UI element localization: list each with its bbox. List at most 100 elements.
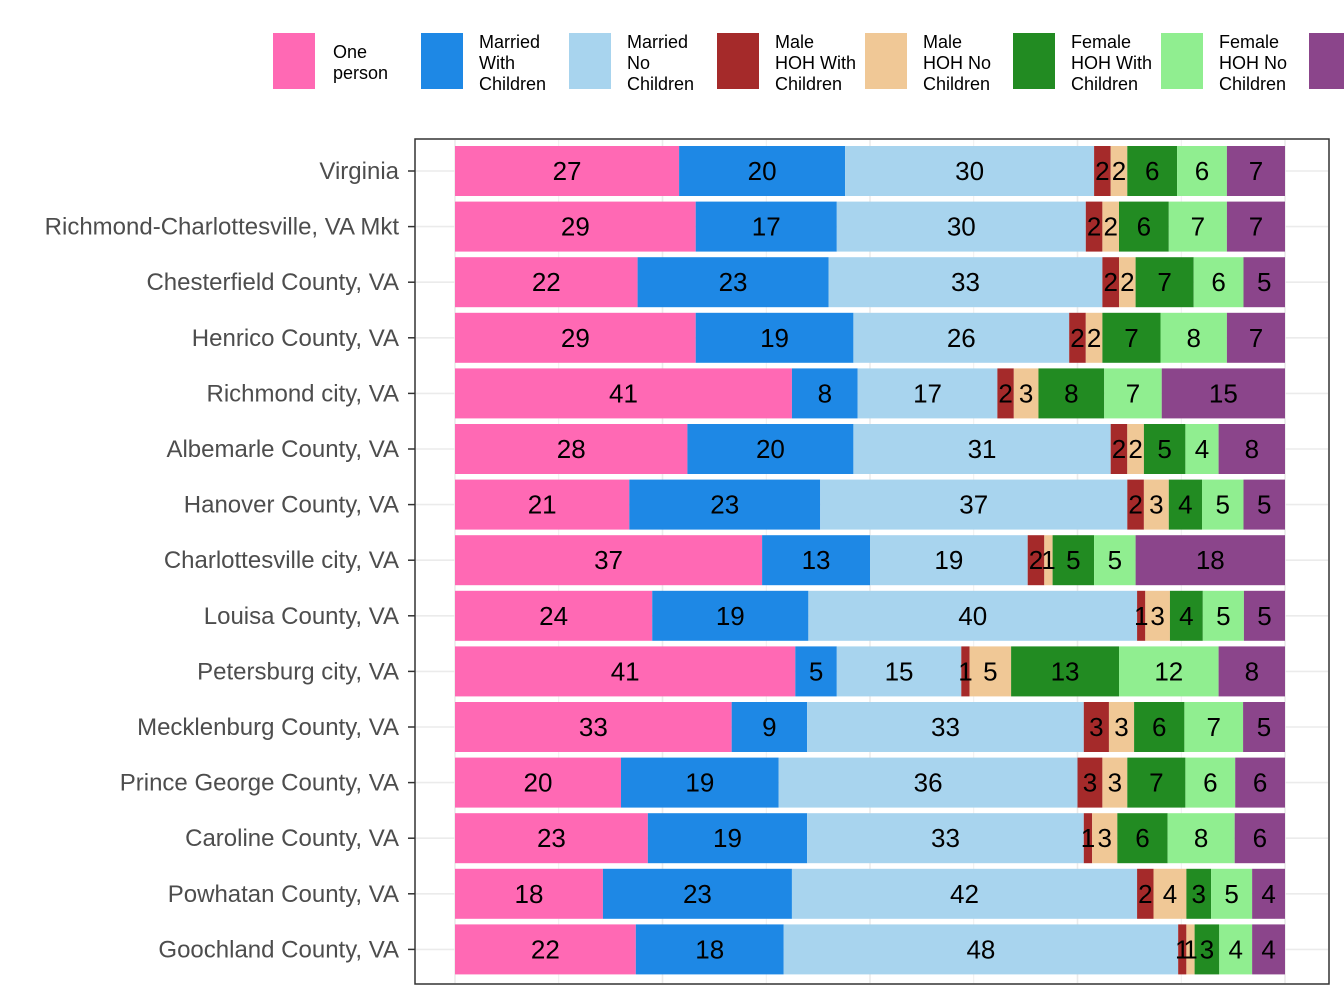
value-label: 18	[514, 879, 543, 909]
value-label: 37	[594, 545, 623, 575]
bar-segment-female-hoh-no-children	[1185, 757, 1236, 808]
value-label: 33	[931, 823, 960, 853]
value-label: 5	[1066, 545, 1080, 575]
value-label: 7	[1157, 267, 1171, 297]
bar-segment-female-hoh-with-children	[1011, 646, 1119, 697]
value-label: 6	[1145, 156, 1159, 186]
value-label: 8	[1186, 323, 1200, 353]
value-label: 4	[1261, 934, 1275, 964]
bar-segment-other	[1226, 312, 1285, 363]
value-label: 8	[1194, 823, 1208, 853]
value-label: 8	[1245, 434, 1259, 464]
value-label: 4	[1178, 490, 1192, 520]
value-label: 23	[710, 490, 739, 520]
bar-segment-married-no-children	[807, 702, 1084, 752]
bar-segment-one-person	[455, 646, 796, 697]
legend-key-married-no-children	[569, 33, 611, 89]
value-label: 3	[1089, 712, 1103, 742]
bar-segment-other	[1235, 757, 1285, 808]
value-label: 19	[934, 545, 963, 575]
bar-segment-female-hoh-with-children	[1168, 479, 1202, 530]
legend-key-female-hoh-with-children	[1013, 33, 1055, 89]
value-label: 27	[553, 156, 582, 186]
value-label: 23	[719, 267, 748, 297]
legend-key-married-with-children	[421, 33, 463, 89]
value-label: 2	[1120, 267, 1134, 297]
value-label: 19	[685, 768, 714, 798]
bar-segment-married-no-children	[808, 590, 1138, 641]
bar-segment-other	[1218, 424, 1285, 474]
value-label: 29	[561, 323, 590, 353]
value-label: 6	[1203, 768, 1217, 798]
bar-segment-married-with-children	[791, 368, 858, 419]
value-label: 7	[1149, 768, 1163, 798]
value-label: 22	[532, 267, 561, 297]
bar-segment-one-person	[455, 535, 763, 586]
value-label: 15	[885, 656, 914, 686]
bar-segment-other	[1243, 257, 1285, 308]
bar-segment-male-hoh-no-children	[1127, 424, 1144, 474]
value-label: 2	[1112, 434, 1126, 464]
y-tick-label: Mecklenburg County, VA	[137, 714, 399, 741]
bar-segment-male-hoh-no-children	[1119, 257, 1136, 308]
bar-segment-female-hoh-no-children	[1185, 424, 1219, 474]
value-label: 5	[1257, 490, 1271, 520]
bar-segment-married-with-children	[647, 813, 808, 864]
value-label: 5	[1257, 712, 1271, 742]
bar-segment-male-hoh-no-children	[1102, 201, 1119, 252]
value-label: 13	[802, 545, 831, 575]
bar-segment-male-hoh-with-children	[1077, 757, 1103, 808]
y-tick-label: Caroline County, VA	[185, 825, 399, 852]
value-label: 40	[958, 601, 987, 631]
value-label: 6	[1135, 823, 1149, 853]
value-label: 1	[1183, 934, 1197, 964]
y-tick-label: Charlottesville city, VA	[164, 547, 399, 574]
bar-segment-female-hoh-with-children	[1134, 702, 1185, 752]
bar-segment-married-with-children	[687, 424, 854, 474]
bar-segment-female-hoh-no-children	[1119, 646, 1219, 697]
bar-segment-female-hoh-with-children	[1127, 146, 1178, 196]
bar-segment-other	[1252, 868, 1285, 919]
value-label: 19	[713, 823, 742, 853]
bar-segment-married-with-children	[695, 201, 837, 252]
value-label: 17	[913, 378, 942, 408]
legend-label: Married With Children	[479, 32, 546, 94]
bar-segment-female-hoh-no-children	[1184, 702, 1244, 752]
bar-segment-married-no-children	[857, 368, 998, 419]
value-label: 2	[1087, 323, 1101, 353]
bar-segment-one-person	[455, 702, 732, 752]
value-label: 17	[752, 212, 781, 242]
bar-segment-male-hoh-with-children	[1069, 312, 1086, 363]
value-label: 31	[968, 434, 997, 464]
value-label: 37	[959, 490, 988, 520]
y-tick-label: Richmond-Charlottesville, VA Mkt	[45, 214, 400, 241]
bar-segment-female-hoh-no-children	[1211, 868, 1253, 919]
value-label: 41	[611, 656, 640, 686]
bar-segment-married-with-children	[629, 479, 821, 530]
value-label: 4	[1195, 434, 1209, 464]
value-label: 30	[947, 212, 976, 242]
bar-segment-male-hoh-no-children	[1044, 535, 1053, 586]
bar-segment-female-hoh-with-children	[1052, 535, 1095, 586]
y-tick-label: Prince George County, VA	[120, 770, 399, 797]
bar-segment-one-person	[455, 146, 680, 196]
bar-segment-married-with-children	[695, 312, 854, 363]
bar-segment-male-hoh-with-children	[1102, 257, 1119, 308]
bar-segment-male-hoh-with-children	[997, 368, 1014, 419]
bar-segment-male-hoh-with-children	[1127, 479, 1144, 530]
bar-segment-male-hoh-with-children	[1085, 201, 1103, 252]
value-label: 8	[1064, 378, 1078, 408]
value-label: 6	[1253, 823, 1267, 853]
bar-segment-married-no-children	[836, 646, 962, 697]
bar-segment-male-hoh-no-children	[1102, 757, 1128, 808]
y-axis: Virginia Richmond-Charlottesville, VA Mkt…	[45, 158, 415, 963]
value-label: 20	[748, 156, 777, 186]
bar-segment-married-no-children	[778, 757, 1078, 808]
value-label: 6	[1211, 267, 1225, 297]
bar-segment-married-no-children	[807, 813, 1084, 864]
legend-label: One person	[333, 42, 388, 83]
value-label: 36	[914, 768, 943, 798]
bar-segment-other	[1161, 368, 1285, 419]
bar-segment-married-no-children	[820, 479, 1128, 530]
